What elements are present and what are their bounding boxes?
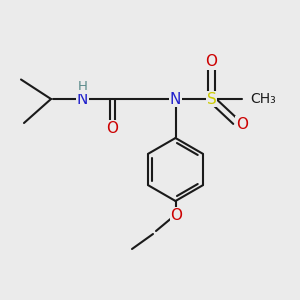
Text: O: O — [206, 54, 218, 69]
Text: O: O — [236, 117, 248, 132]
Text: O: O — [170, 208, 182, 223]
Text: CH₃: CH₃ — [250, 92, 276, 106]
Text: H: H — [78, 80, 88, 93]
Text: S: S — [207, 92, 216, 106]
Text: N: N — [170, 92, 181, 106]
Text: O: O — [106, 121, 119, 136]
Text: N: N — [77, 92, 88, 106]
